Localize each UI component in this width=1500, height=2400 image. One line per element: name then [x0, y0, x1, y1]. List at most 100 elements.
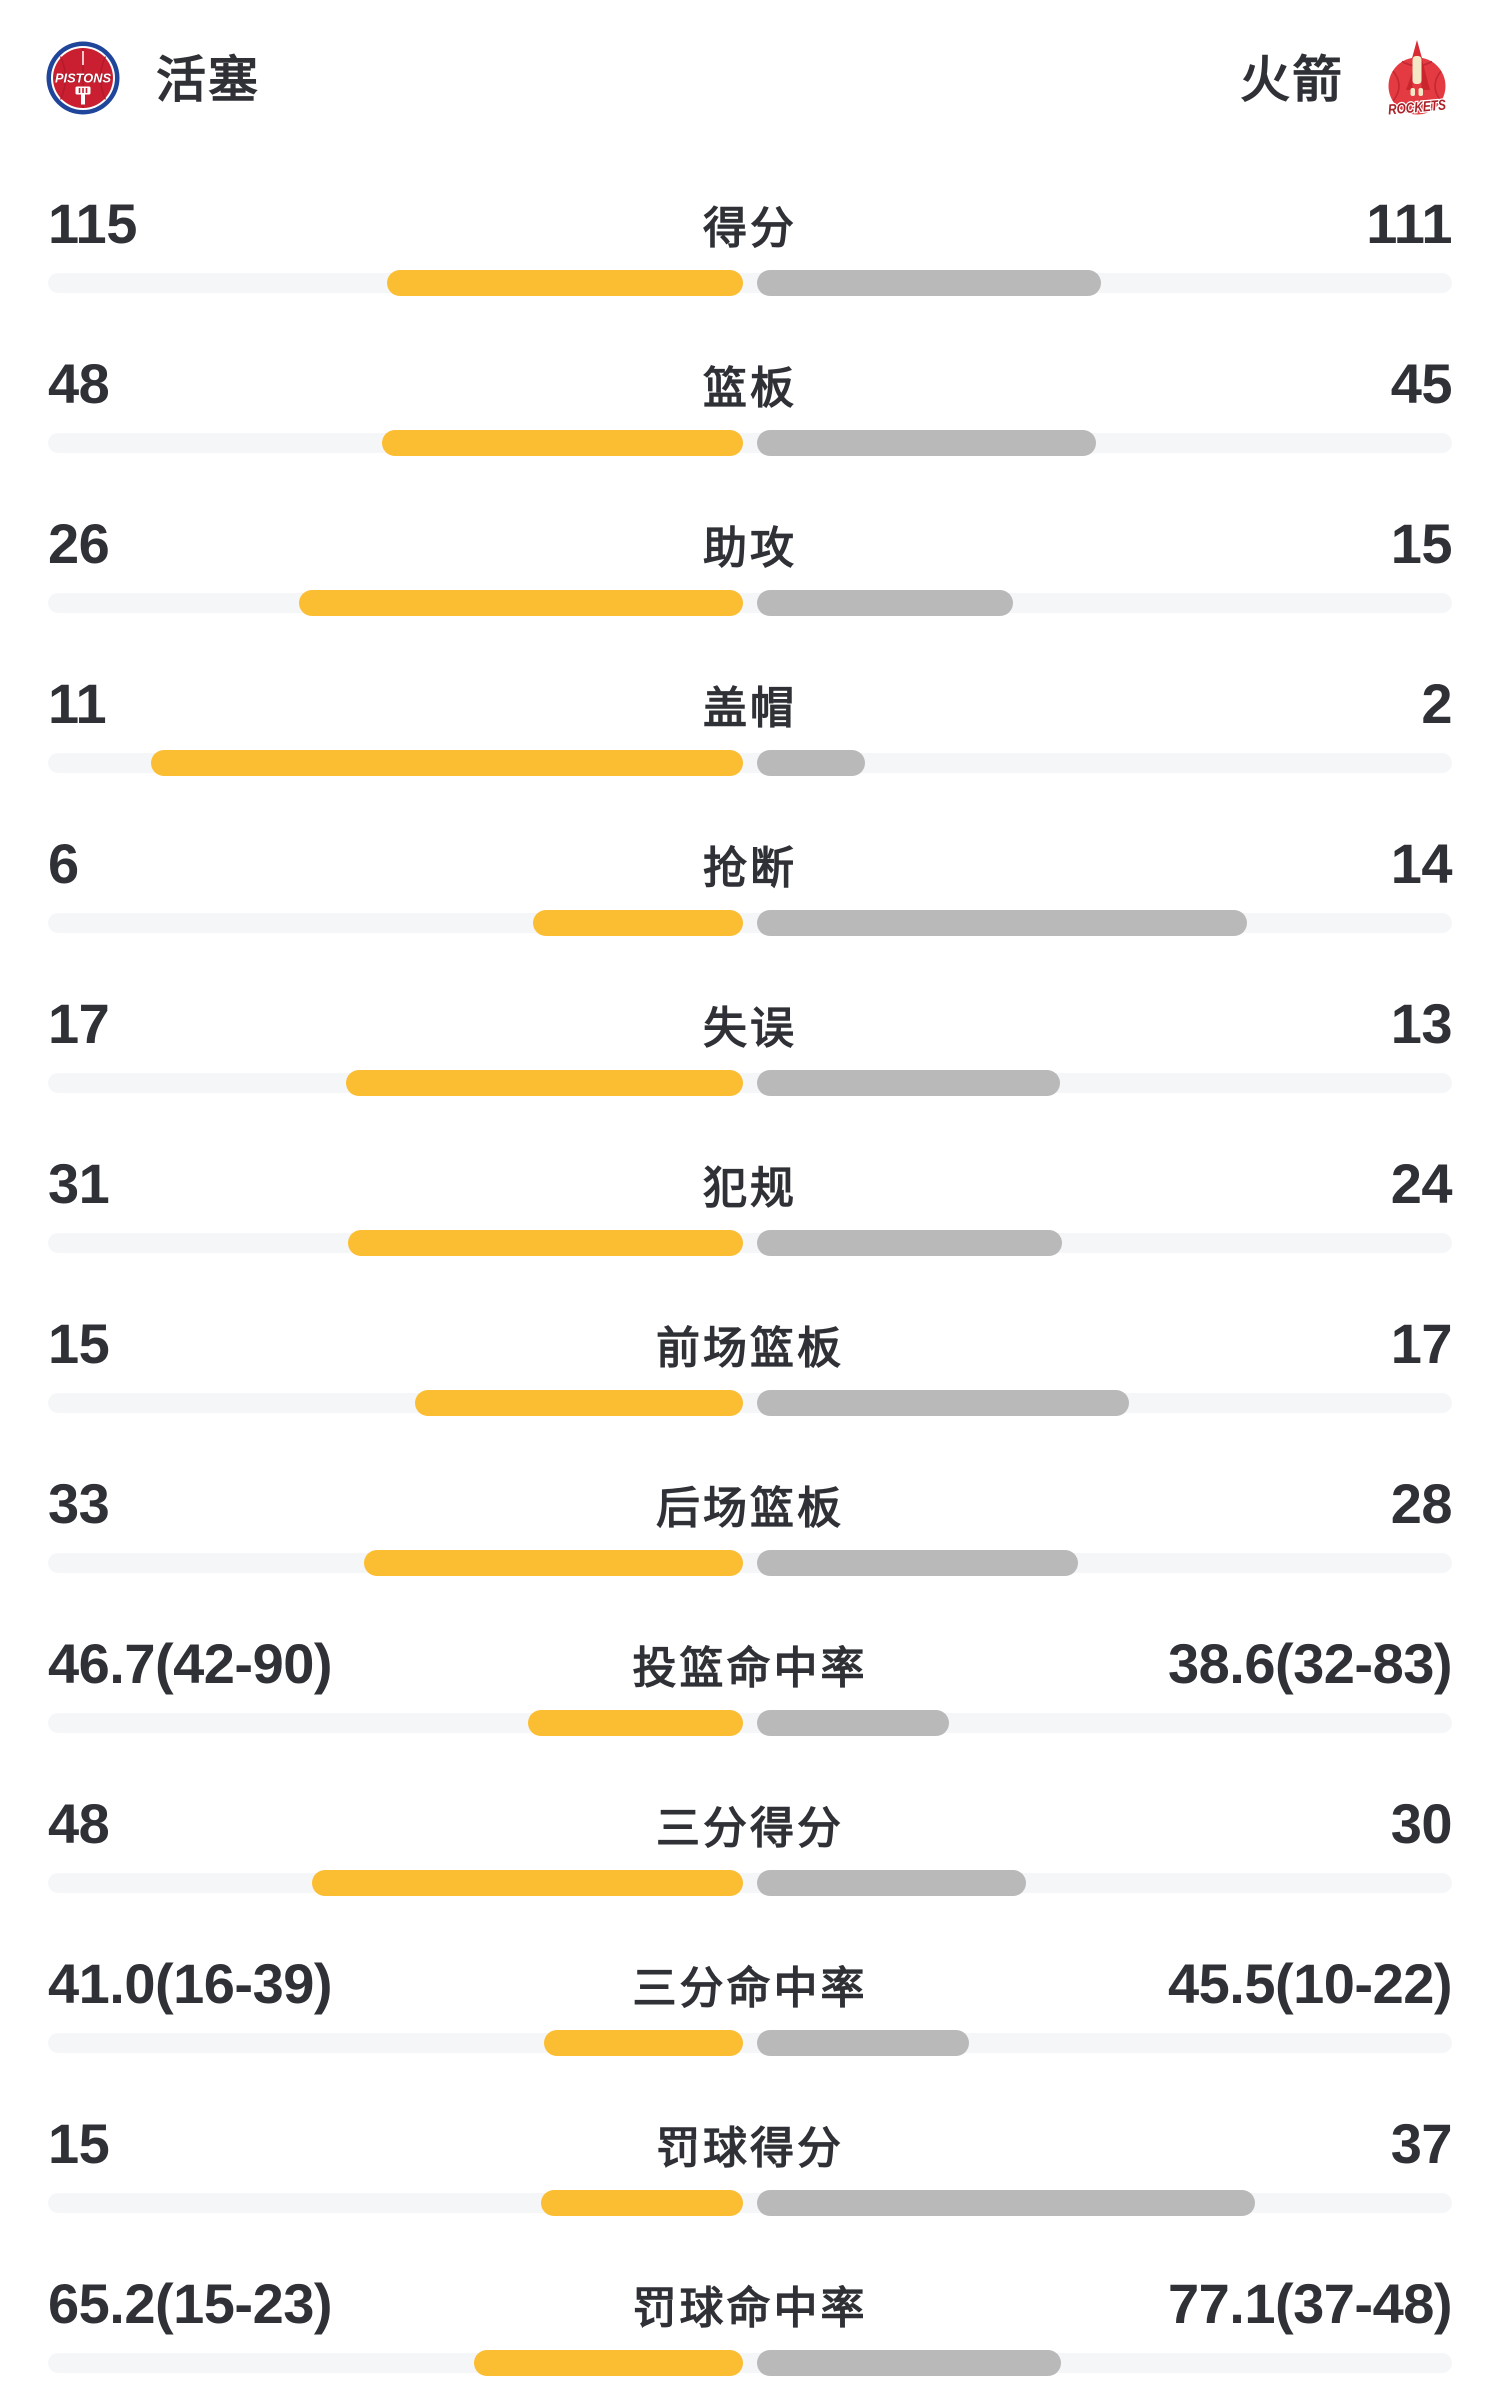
home-bar — [527, 1710, 743, 1736]
home-value: 48 — [48, 352, 110, 415]
away-bar — [757, 1390, 1129, 1416]
away-bar — [757, 910, 1247, 936]
home-value: 26 — [48, 512, 110, 575]
away-value: 38.6(32-83) — [1167, 1632, 1453, 1695]
away-value: 13 — [1390, 992, 1453, 1055]
stat-row: 46.7(42-90) 投篮命中率 38.6(32-83) — [0, 1600, 1500, 1760]
team-away: 火箭 — [1240, 36, 1454, 125]
bar-track — [48, 1550, 1452, 1576]
bar-track — [48, 2350, 1452, 2376]
stat-label: 犯规 — [703, 1164, 797, 1213]
home-bar — [299, 590, 743, 616]
stat-row: 17 失误 13 — [0, 960, 1500, 1120]
bar-track — [48, 1070, 1452, 1096]
stats-list: 115 得分 111 48 篮板 45 26 助攻 — [0, 160, 1500, 2400]
stat-value-line: 17 失误 13 — [48, 986, 1453, 1062]
home-value: 15 — [48, 2112, 110, 2175]
stat-row: 31 犯规 24 — [0, 1120, 1500, 1280]
pistons-logo-icon: PISTONS — [46, 41, 120, 120]
bar-track — [48, 910, 1452, 936]
away-value: 28 — [1390, 1472, 1453, 1535]
stat-row: 15 前场篮板 17 — [0, 1280, 1500, 1440]
home-value: 15 — [48, 1312, 110, 1375]
stat-value-line: 48 篮板 45 — [48, 346, 1453, 422]
home-value: 65.2(15-23) — [48, 2272, 333, 2335]
away-bar — [757, 2350, 1061, 2376]
stat-value-line: 15 前场篮板 17 — [48, 1306, 1453, 1382]
home-value: 31 — [48, 1152, 110, 1215]
away-bar — [757, 750, 865, 776]
stat-row: 15 罚球得分 37 — [0, 2080, 1500, 2240]
stat-label: 三分命中率 — [632, 1964, 868, 2013]
stat-row: 33 后场篮板 28 — [0, 1440, 1500, 1600]
away-bar — [757, 1550, 1079, 1576]
stat-label: 后场篮板 — [656, 1484, 844, 1533]
stat-row: 65.2(15-23) 罚球命中率 77.1(37-48) — [0, 2240, 1500, 2400]
stat-row: 48 篮板 45 — [0, 320, 1500, 480]
away-bar — [757, 1870, 1027, 1896]
stat-value-line: 115 得分 111 — [48, 186, 1452, 262]
stat-row: 115 得分 111 — [0, 160, 1500, 320]
away-value: 45.5(10-22) — [1167, 1952, 1453, 2015]
away-value: 45 — [1390, 352, 1453, 415]
stat-row: 11 盖帽 2 — [0, 640, 1500, 800]
stat-label: 助攻 — [703, 524, 797, 573]
away-value: 24 — [1390, 1152, 1453, 1215]
stat-row: 6 抢断 14 — [0, 800, 1500, 960]
away-bar — [757, 2030, 969, 2056]
stat-value-line: 41.0(16-39) 三分命中率 45.5(10-22) — [48, 1946, 1453, 2022]
bar-track — [48, 430, 1452, 456]
home-value: 6 — [48, 832, 79, 895]
home-value: 33 — [48, 1472, 110, 1535]
stat-value-line: 26 助攻 15 — [48, 506, 1453, 582]
team-away-name: 火箭 — [1240, 52, 1344, 108]
away-value: 37 — [1390, 2112, 1453, 2175]
home-bar — [414, 1390, 743, 1416]
stat-row: 48 三分得分 30 — [0, 1760, 1500, 1920]
away-value: 111 — [1366, 192, 1452, 255]
stat-row: 41.0(16-39) 三分命中率 45.5(10-22) — [0, 1920, 1500, 2080]
away-bar — [757, 2190, 1256, 2216]
away-bar — [757, 1230, 1063, 1256]
home-bar — [541, 2190, 743, 2216]
home-value: 17 — [48, 992, 110, 1055]
stat-label: 盖帽 — [703, 684, 797, 733]
home-bar — [533, 910, 743, 936]
home-value: 115 — [48, 192, 137, 255]
away-value: 30 — [1390, 1792, 1453, 1855]
away-value: 17 — [1390, 1312, 1453, 1375]
bar-track — [48, 1710, 1452, 1736]
piston-rod — [82, 50, 84, 65]
stat-label: 抢断 — [703, 844, 797, 893]
stat-value-line: 15 罚球得分 37 — [48, 2106, 1453, 2182]
home-value: 11 — [48, 672, 107, 735]
stat-label: 投篮命中率 — [632, 1644, 868, 1693]
away-value: 77.1(37-48) — [1167, 2272, 1453, 2335]
stat-label: 失误 — [703, 1004, 797, 1053]
home-bar — [473, 2350, 743, 2376]
stat-label: 篮板 — [703, 364, 797, 413]
home-bar — [312, 1870, 743, 1896]
stat-value-line: 33 后场篮板 28 — [48, 1466, 1453, 1542]
away-value: 15 — [1390, 512, 1453, 575]
away-bar — [757, 270, 1101, 296]
stat-label: 罚球得分 — [656, 2124, 844, 2173]
home-value: 48 — [48, 1792, 110, 1855]
stat-value-line: 46.7(42-90) 投篮命中率 38.6(32-83) — [48, 1626, 1453, 1702]
bar-track — [48, 2030, 1452, 2056]
bar-track — [48, 1870, 1452, 1896]
stat-label: 前场篮板 — [656, 1324, 844, 1373]
stat-value-line: 6 抢断 14 — [48, 826, 1453, 902]
rockets-logo-icon: ROCKETS — [1380, 36, 1454, 125]
stat-label: 得分 — [703, 204, 797, 253]
away-bar — [757, 1710, 949, 1736]
home-value: 41.0(16-39) — [48, 1952, 333, 2015]
rockets-logo-wordmark: ROCKETS — [1387, 97, 1446, 118]
home-bar — [544, 2030, 743, 2056]
stat-label: 罚球命中率 — [632, 2284, 868, 2333]
stat-value-line: 48 三分得分 30 — [48, 1786, 1453, 1862]
home-bar — [348, 1230, 743, 1256]
bar-track — [48, 270, 1452, 296]
away-bar — [757, 1070, 1061, 1096]
